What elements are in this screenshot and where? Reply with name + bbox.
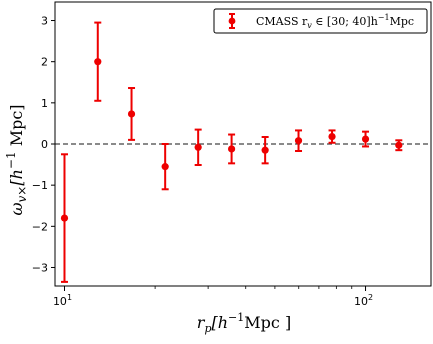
plot-frame [54,1,432,287]
data-point [328,132,336,141]
data-point [227,145,236,153]
y-tick-label: −3 [32,261,48,274]
y-tick-label: 1 [41,97,48,110]
data-point [261,146,269,154]
y-tick-label: 0 [41,138,48,151]
data-point [194,143,202,151]
data-point [361,135,370,143]
data-point [127,110,136,118]
data-point [94,58,102,66]
data-point [294,137,303,145]
y-tick-label: −1 [32,179,48,192]
data-point [60,214,69,222]
y-axis-label: ωv×[h−1 Mpc] [4,104,29,215]
data-point [395,141,403,149]
legend: CMASS rv ∈ [30; 40]h−1Mpc [213,8,428,34]
y-tick-label: 2 [41,56,48,69]
x-axis-label: rp[h−1Mpc ] [197,311,291,335]
y-tick-label: 3 [41,15,48,28]
y-tick-label: −2 [32,220,48,233]
x-tick-label: 102 [354,293,373,308]
x-tick-label: 101 [53,293,72,308]
legend-box [213,8,428,34]
data-point [161,163,169,171]
legend-label: CMASS rv ∈ [30; 40]h−1Mpc [256,13,414,30]
legend-marker-point [228,17,236,25]
